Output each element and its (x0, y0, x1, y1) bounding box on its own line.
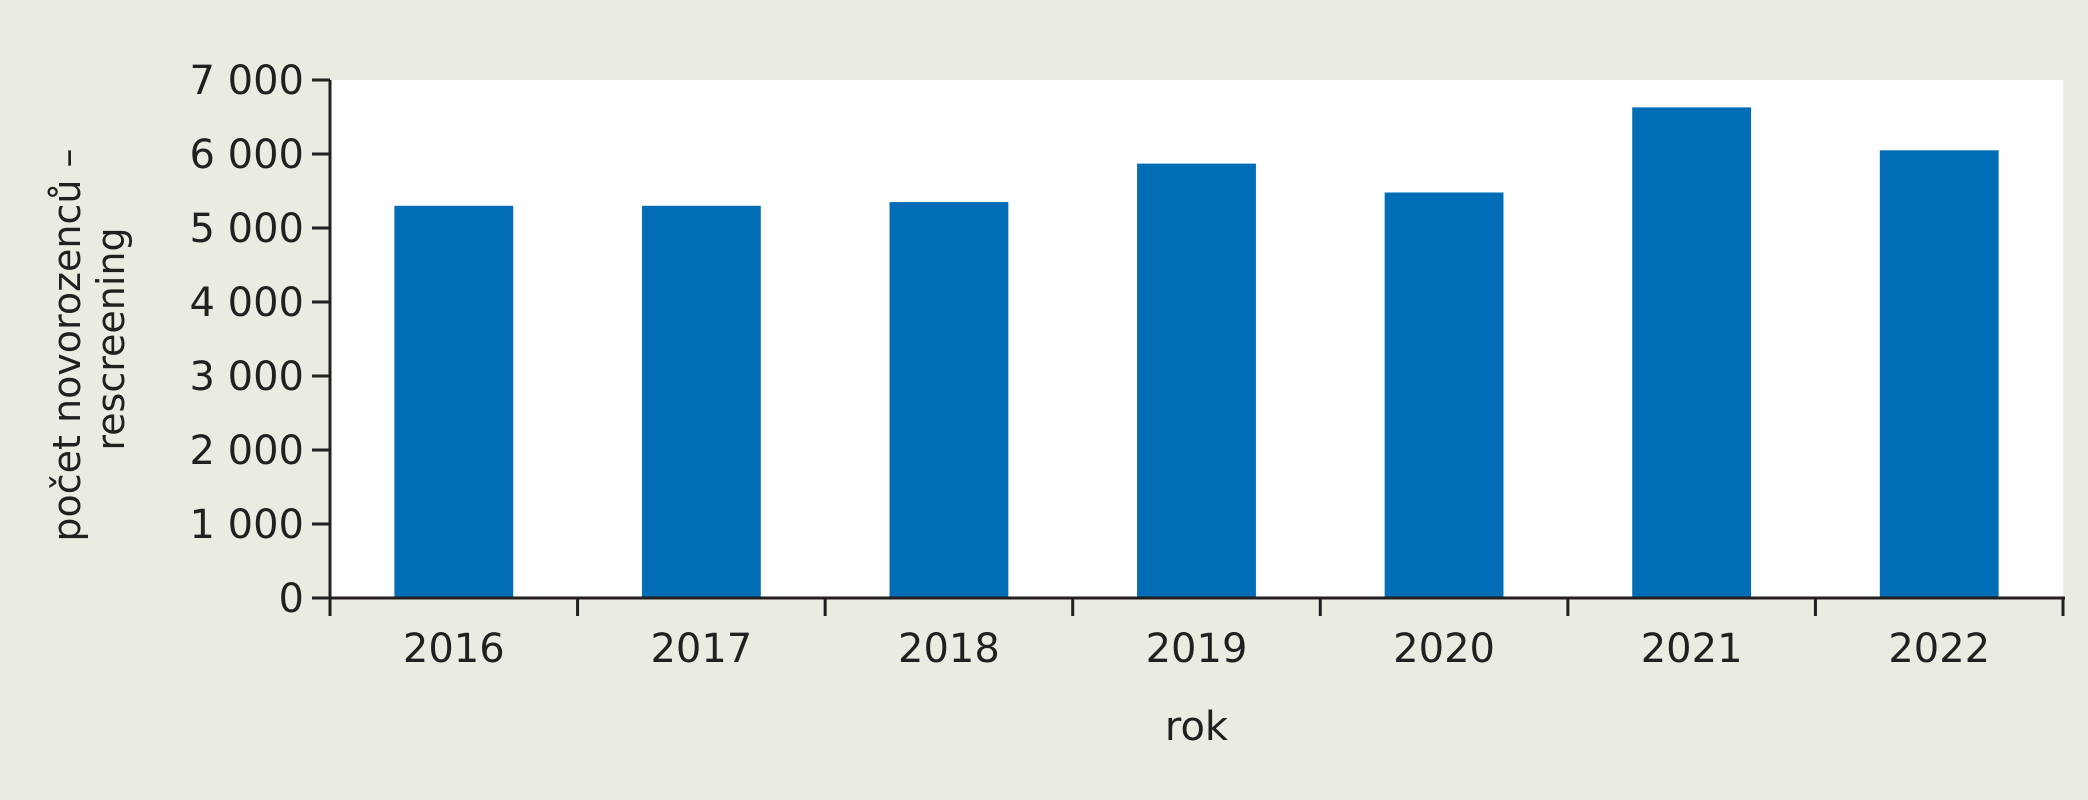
x-tick-label: 2022 (1888, 626, 1990, 672)
y-tick-label: 4 000 (189, 280, 304, 326)
bar-2016 (394, 205, 514, 599)
x-ticks-group: 2016 2017 2018 2019 2020 2021 2022 (328, 598, 2065, 672)
bar-2020 (1384, 192, 1504, 599)
y-tick-label: 3 000 (189, 354, 304, 400)
y-tick-label: 7 000 (189, 58, 304, 104)
y-tick-label: 6 000 (189, 132, 304, 178)
y-axis-label: počet novorozenců – rescreening (45, 136, 133, 541)
x-tick-label: 2019 (1146, 626, 1248, 672)
y-tick-label: 0 (279, 576, 304, 622)
y-tick-label: 2 000 (189, 428, 304, 474)
y-ticks-group: 0 1 000 2 000 3 000 4 000 5 000 6 000 7 000 (189, 58, 330, 622)
axes-group (328, 80, 2065, 616)
x-tick-label: 2018 (898, 626, 1000, 672)
y-tick-label: 5 000 (189, 206, 304, 252)
x-axis-label: rok (1165, 704, 1229, 750)
y-axis-label-line-2: rescreening (89, 227, 133, 450)
bar-2022 (1879, 150, 1999, 599)
x-tick-label: 2017 (650, 626, 752, 672)
bar-2021 (1632, 107, 1752, 598)
bar-2018 (889, 202, 1009, 598)
y-axis-label-line-1: počet novorozenců – (45, 148, 89, 541)
x-tick-label: 2020 (1393, 626, 1495, 672)
y-tick-label: 1 000 (189, 502, 304, 548)
bars-group (394, 107, 1999, 599)
x-tick-label: 2016 (403, 626, 505, 672)
x-tick-label: 2021 (1641, 626, 1743, 672)
bar-2019 (1137, 163, 1256, 598)
bar-2017 (641, 205, 761, 599)
